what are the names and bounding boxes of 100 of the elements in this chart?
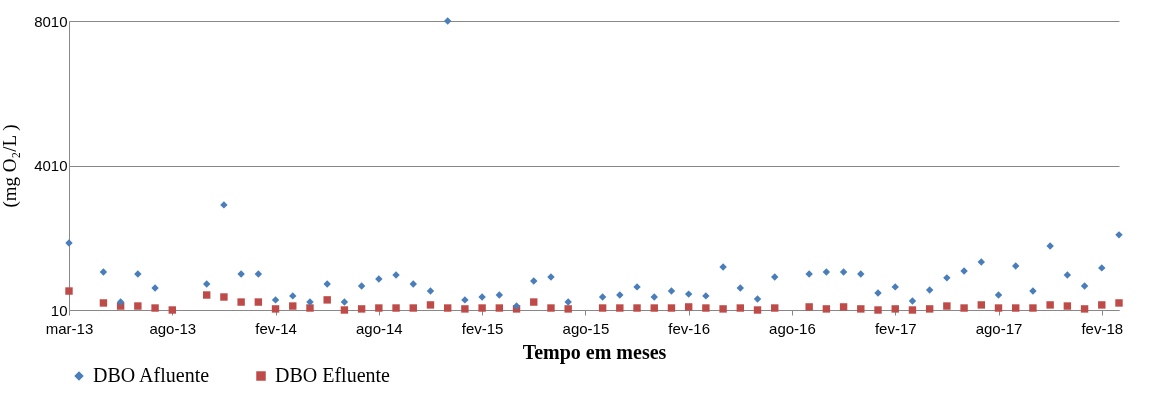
x-tick-label: fev-18 <box>1081 319 1124 337</box>
point <box>598 293 607 301</box>
point <box>65 287 73 295</box>
point <box>530 277 538 285</box>
point <box>478 304 486 312</box>
point <box>805 303 813 311</box>
point <box>960 304 968 312</box>
x-tick-label: fev-16 <box>668 319 711 337</box>
point <box>443 304 452 312</box>
x-tick-label: fev-14 <box>255 319 297 337</box>
point <box>753 306 762 314</box>
point <box>237 298 245 306</box>
y-tick-label: 10 <box>50 301 68 319</box>
x-tick-label: ago-13 <box>149 319 197 337</box>
point <box>822 268 831 276</box>
legend-label: DBO Efluente <box>275 364 391 386</box>
point <box>771 304 779 312</box>
point <box>340 298 349 306</box>
point <box>426 301 435 309</box>
point <box>1012 304 1020 312</box>
point <box>874 306 882 314</box>
point <box>203 280 211 288</box>
point <box>753 295 762 303</box>
point <box>943 302 951 310</box>
point <box>1063 302 1072 310</box>
point <box>530 298 538 306</box>
point <box>547 304 555 312</box>
point <box>1080 282 1089 290</box>
point <box>168 306 176 314</box>
legend-label: DBO Afluente <box>93 364 210 386</box>
y-axis-title: (mg O₂/L ) <box>0 124 22 208</box>
point <box>598 304 607 312</box>
point <box>220 293 228 301</box>
point <box>771 273 779 281</box>
point <box>409 304 417 312</box>
y-tick-label: 8010 <box>34 12 68 30</box>
x-tick-label: ago-15 <box>562 319 610 337</box>
point <box>977 258 985 266</box>
point <box>495 291 504 299</box>
point <box>908 297 917 305</box>
x-tick-label: mar-13 <box>45 319 94 337</box>
point <box>1029 304 1037 312</box>
point <box>134 302 142 310</box>
point <box>306 304 314 312</box>
point <box>891 283 899 291</box>
point <box>1012 262 1020 270</box>
point <box>271 296 280 304</box>
point <box>254 298 263 306</box>
point <box>495 304 504 312</box>
point <box>271 305 280 313</box>
point <box>254 270 263 278</box>
point <box>925 305 934 313</box>
point <box>908 306 917 314</box>
point <box>564 305 572 313</box>
point <box>822 305 831 313</box>
point <box>443 17 452 25</box>
point <box>702 304 710 312</box>
x-tick-label: ago-14 <box>355 319 403 337</box>
point <box>1098 301 1106 309</box>
point <box>1046 301 1054 309</box>
point <box>1115 299 1123 307</box>
point <box>461 305 469 313</box>
point <box>289 292 297 300</box>
point <box>839 268 848 276</box>
x-tick-label: fev-15 <box>461 319 504 337</box>
x-axis-title: Tempo em meses <box>522 340 667 364</box>
point <box>891 305 899 313</box>
point <box>203 291 211 299</box>
point <box>994 304 1003 312</box>
point <box>1080 305 1089 313</box>
point <box>719 305 727 313</box>
point <box>667 287 676 295</box>
point <box>1063 271 1072 279</box>
point <box>684 303 693 311</box>
point <box>116 298 125 306</box>
point <box>392 304 400 312</box>
point <box>633 304 641 312</box>
point <box>99 268 108 276</box>
point <box>340 306 349 314</box>
point <box>925 286 934 294</box>
point <box>857 305 865 313</box>
point <box>736 304 745 312</box>
point <box>357 305 366 313</box>
point <box>99 299 108 307</box>
point <box>375 304 383 312</box>
x-tick-label: ago-16 <box>769 319 816 337</box>
point <box>426 287 435 295</box>
point <box>1098 264 1106 272</box>
point <box>289 302 297 310</box>
x-tick-label: ago-17 <box>975 319 1023 337</box>
point <box>667 304 676 312</box>
point <box>994 291 1003 299</box>
y-tick-label: 4010 <box>34 157 68 174</box>
point <box>977 301 985 309</box>
point <box>616 304 624 312</box>
point <box>151 304 159 312</box>
point <box>357 282 366 290</box>
point <box>323 296 331 304</box>
point <box>684 290 693 298</box>
point <box>839 303 848 311</box>
